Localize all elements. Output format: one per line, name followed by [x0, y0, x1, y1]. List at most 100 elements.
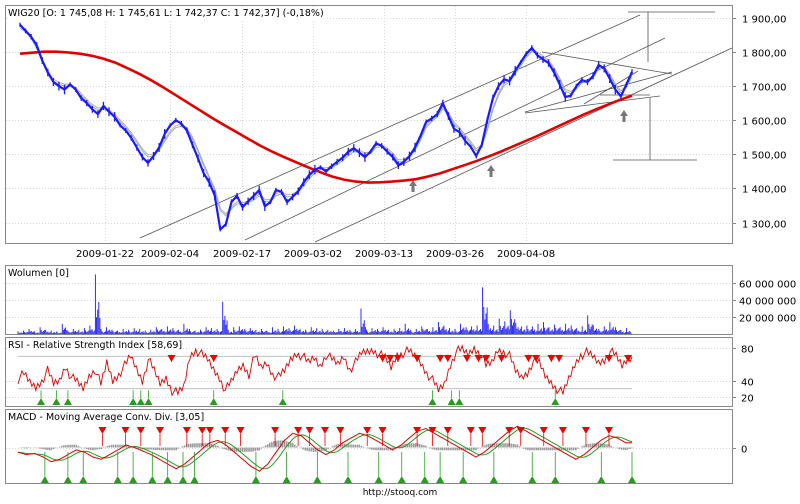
rsi-buy-marker: [63, 398, 72, 405]
macd-sell-marker: [182, 427, 191, 434]
ma-long-line: [19, 50, 633, 184]
macd-buy-marker: [129, 476, 138, 483]
macd-sell-marker: [539, 427, 548, 434]
rsi-buy-marker: [209, 398, 218, 405]
price-y-tick-label: 1 400,00: [742, 185, 787, 196]
rsi-buy-marker: [144, 398, 153, 405]
macd-buy-marker: [374, 476, 383, 483]
price-y-tick-label: 1 900,00: [742, 15, 787, 26]
rsi-y-tick-label: 80: [741, 345, 754, 356]
price-x-tick-label: 2009-03-13: [355, 249, 413, 260]
macd-sell-marker: [516, 427, 525, 434]
price-x-tick-label: 2009-01-22: [76, 249, 134, 260]
macd-sell-marker: [581, 427, 590, 434]
macd-buy-marker: [420, 476, 429, 483]
rsi-buy-marker: [129, 398, 138, 405]
macd-buy-marker: [528, 476, 537, 483]
macd-sell-marker: [321, 427, 329, 434]
up-arrow-marker: [487, 165, 495, 177]
macd-buy-marker: [163, 476, 172, 483]
trend-line: [524, 95, 661, 114]
macd-sell-marker: [336, 427, 345, 434]
trend-line: [314, 47, 733, 243]
rsi-line: [17, 344, 633, 397]
volume-y-tick-label: 20 000 000: [739, 314, 796, 325]
macd-sell-marker: [221, 427, 230, 434]
panel-title-bg: [7, 8, 325, 19]
macd-sell-marker: [604, 427, 613, 434]
macd-sell-marker: [478, 427, 487, 434]
macd-buy-marker: [459, 476, 468, 483]
macd-sell-marker: [98, 427, 107, 434]
price-panel-title: WIG20 [O: 1 745,08 H: 1 745,61 L: 1 742,…: [8, 8, 324, 19]
macd-buy-marker: [63, 476, 72, 483]
rsi-buy-marker: [136, 398, 145, 405]
macd-buy-marker: [344, 476, 353, 483]
rsi-buy-marker: [551, 398, 560, 405]
price-x-tick-label: 2009-02-04: [141, 249, 199, 260]
macd-line: [17, 425, 632, 472]
macd-buy-marker: [148, 476, 157, 483]
rsi-y-tick-label: 20: [741, 394, 754, 405]
macd-signal-line: [17, 427, 633, 470]
macd-buy-marker: [79, 476, 88, 483]
macd-buy-marker: [313, 476, 322, 483]
macd-sell-marker: [413, 427, 422, 434]
up-arrow-marker: [620, 110, 628, 122]
footer-link[interactable]: http://stooq.com: [363, 488, 438, 498]
volume-y-tick-label: 40 000 000: [739, 297, 796, 308]
macd-sell-marker: [198, 427, 207, 434]
macd-sell-marker: [428, 427, 437, 434]
volume-panel-title: Wolumen [0]: [8, 268, 69, 279]
macd-sell-marker: [363, 427, 372, 434]
macd-buy-marker: [628, 476, 636, 483]
price-x-tick-label: 2009-04-08: [497, 249, 555, 260]
macd-sell-marker: [121, 427, 130, 434]
macd-buy-marker: [436, 476, 445, 483]
macd-buy-marker: [251, 476, 260, 483]
price-x-tick-label: 2009-03-26: [426, 249, 484, 260]
panel-title-bg: [7, 268, 70, 279]
macd-sell-marker: [305, 427, 314, 434]
macd-y-tick-label: 0: [741, 445, 747, 456]
macd-sell-marker: [136, 427, 145, 434]
price-panel-frame: [5, 5, 733, 244]
trend-line: [139, 14, 641, 239]
macd-buy-marker: [489, 476, 498, 483]
price-y-tick-label: 1 600,00: [742, 117, 787, 128]
macd-buy-marker: [551, 476, 560, 483]
macd-buy-marker: [397, 476, 406, 483]
price-y-tick-label: 1 500,00: [742, 151, 787, 162]
macd-buy-marker: [40, 476, 49, 483]
macd-buy-marker: [597, 476, 606, 483]
price-series-layer: [19, 22, 634, 232]
macd-sell-marker: [443, 427, 452, 434]
rsi-buy-marker: [52, 398, 61, 405]
macd-layer: 0: [6, 425, 747, 483]
volume-y-tick-label: 60 000 000: [739, 280, 796, 291]
macd-buy-marker: [179, 476, 188, 483]
macd-sell-marker: [466, 427, 475, 434]
macd-sell-marker: [378, 427, 387, 434]
price-y-tick-label: 1 800,00: [742, 49, 787, 60]
rsi-y-tick-label: 40: [741, 378, 754, 389]
rsi-panel-title: RSI - Relative Strength Index [58,69]: [8, 340, 182, 351]
trend-line: [541, 51, 673, 75]
macd-buy-marker: [113, 476, 122, 483]
rsi-buy-marker: [447, 398, 456, 405]
macd-sell-marker: [558, 427, 567, 434]
macd-sell-marker: [294, 427, 303, 434]
panel-title-bg: [7, 412, 206, 423]
trend-line: [524, 71, 673, 113]
rsi-layer: 80 40 20: [6, 344, 754, 405]
macd-sell-marker: [505, 427, 514, 434]
rsi-buy-marker: [428, 398, 437, 405]
price-x-tick-label: 2009-02-17: [213, 249, 271, 260]
volume-layer: 60 000 000 40 000 000 20 000 000: [6, 274, 796, 334]
price-y-tick-label: 1 300,00: [742, 220, 787, 231]
rsi-buy-marker: [455, 398, 464, 405]
up-arrow-marker: [409, 180, 417, 192]
price-y-axis: 1 900,00 1 800,00 1 700,00 1 600,00 1 500,00…: [732, 15, 787, 231]
price-x-tick-label: 2009-03-02: [284, 249, 342, 260]
